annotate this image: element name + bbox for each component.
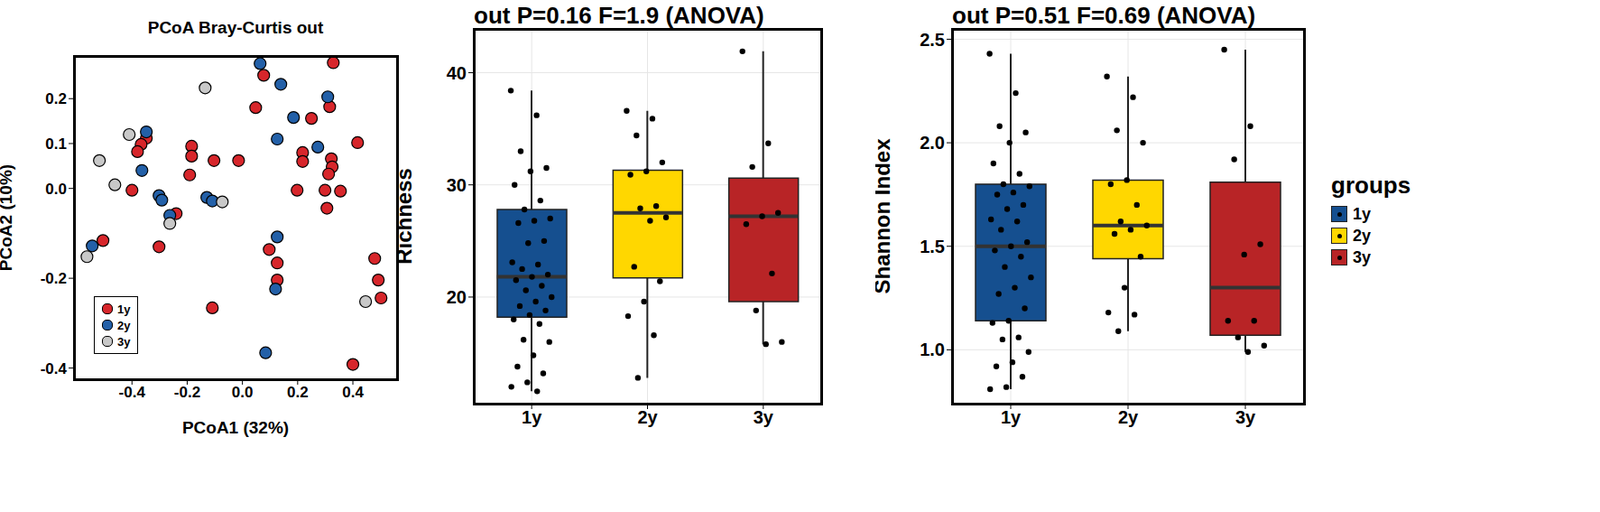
svg-text:30: 30 [446,175,467,195]
html-text:out P=0.51 F=0.69 (ANOVA): out P=0.51 F=0.69 (ANOVA) [952,1,1256,29]
svg-text:1y: 1y [1000,406,1022,427]
html-text:3y: 3y [117,334,131,348]
svg-text:0.1: 0.1 [45,135,67,153]
svg-text:3y: 3y [1235,406,1257,427]
svg-text:1.0: 1.0 [919,339,945,360]
svg-text:0.0: 0.0 [45,180,67,198]
svg-text:Richness: Richness [397,167,417,265]
html-text:groups: groups [1331,171,1411,199]
html-text:1y: 1y [1352,204,1371,223]
svg-text:PCoA1 (32%): PCoA1 (32%) [182,417,289,437]
svg-text:40: 40 [446,63,467,84]
svg-text:0.4: 0.4 [342,383,364,401]
svg-text:0.2: 0.2 [45,90,67,108]
html-text:PCoA Bray-Curtis out: PCoA Bray-Curtis out [147,18,324,37]
svg-text:Shannon Index: Shannon Index [875,138,895,295]
svg-text:0.2: 0.2 [286,383,309,401]
html-text:2y: 2y [1352,226,1371,245]
svg-text:1.5: 1.5 [919,236,945,257]
html-text:out P=0.16 F=1.9 (ANOVA): out P=0.16 F=1.9 (ANOVA) [473,1,765,29]
svg-text:-0.2: -0.2 [40,269,67,287]
html-text:1y: 1y [117,301,131,316]
svg-text:2.0: 2.0 [919,132,945,153]
svg-text:20: 20 [446,286,467,307]
svg-text:-0.4: -0.4 [40,360,68,378]
svg-text:3y: 3y [753,406,775,427]
html-text:2y: 2y [117,318,131,332]
svg-text:1y: 1y [521,406,543,427]
svg-text:-0.2: -0.2 [174,383,201,401]
svg-text:2.5: 2.5 [919,29,945,50]
svg-text:2y: 2y [1118,406,1139,427]
html-text:3y: 3y [1352,247,1371,266]
svg-text:-0.4: -0.4 [119,383,147,401]
svg-text:0.0: 0.0 [231,383,254,401]
svg-text:2y: 2y [637,406,658,427]
svg-text:PCoA2 (10%): PCoA2 (10%) [7,164,16,271]
